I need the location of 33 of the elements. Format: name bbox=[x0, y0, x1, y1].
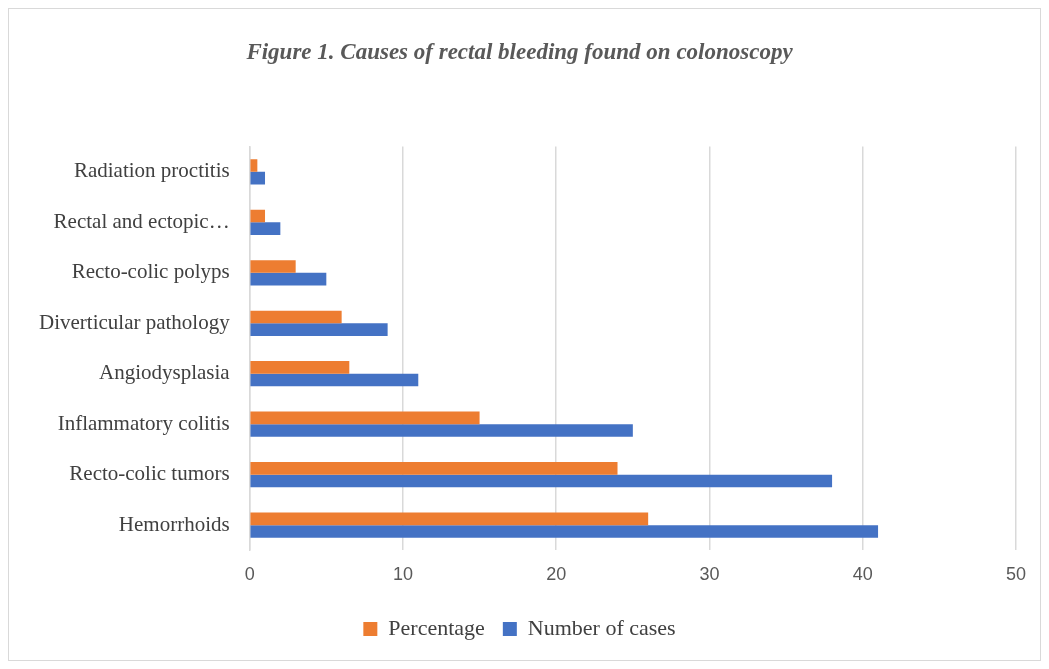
y-tick-label: Inflammatory colitis bbox=[57, 410, 230, 435]
bar bbox=[250, 424, 633, 437]
y-tick-label: Angiodysplasia bbox=[99, 360, 231, 385]
bar bbox=[250, 159, 258, 172]
y-tick-label: Recto-colic tumors bbox=[69, 461, 230, 486]
x-tick-label: 50 bbox=[1005, 564, 1026, 585]
legend-label: Number of cases bbox=[527, 614, 676, 640]
bar bbox=[250, 361, 350, 374]
bar bbox=[250, 171, 266, 185]
y-tick-label: Diverticular pathology bbox=[38, 309, 231, 334]
bar bbox=[250, 260, 296, 273]
y-tick-label: Recto-colic polyps bbox=[71, 259, 230, 284]
bar bbox=[250, 411, 480, 425]
x-tick-label: 40 bbox=[852, 564, 873, 585]
bar bbox=[250, 512, 649, 526]
bar bbox=[250, 525, 879, 538]
bar bbox=[250, 474, 833, 488]
chart-title: Figure 1. Causes of rectal bleeding found on colonoscopy bbox=[245, 38, 794, 64]
y-tick-label: Hemorrhoids bbox=[118, 511, 230, 536]
x-tick-label: 20 bbox=[546, 564, 567, 585]
legend-label: Percentage bbox=[388, 614, 485, 640]
x-tick-label: 10 bbox=[392, 564, 413, 585]
y-tick-label: Rectal and ectopic… bbox=[53, 208, 230, 233]
bar bbox=[250, 310, 342, 324]
bar bbox=[250, 222, 281, 235]
y-tick-label: Radiation proctitis bbox=[73, 158, 230, 183]
bar bbox=[250, 209, 266, 223]
bar bbox=[250, 462, 618, 475]
bar bbox=[250, 373, 419, 387]
bar bbox=[250, 272, 327, 286]
x-tick-label: 0 bbox=[244, 564, 255, 585]
x-tick-label: 30 bbox=[699, 564, 720, 585]
bar bbox=[250, 323, 388, 336]
